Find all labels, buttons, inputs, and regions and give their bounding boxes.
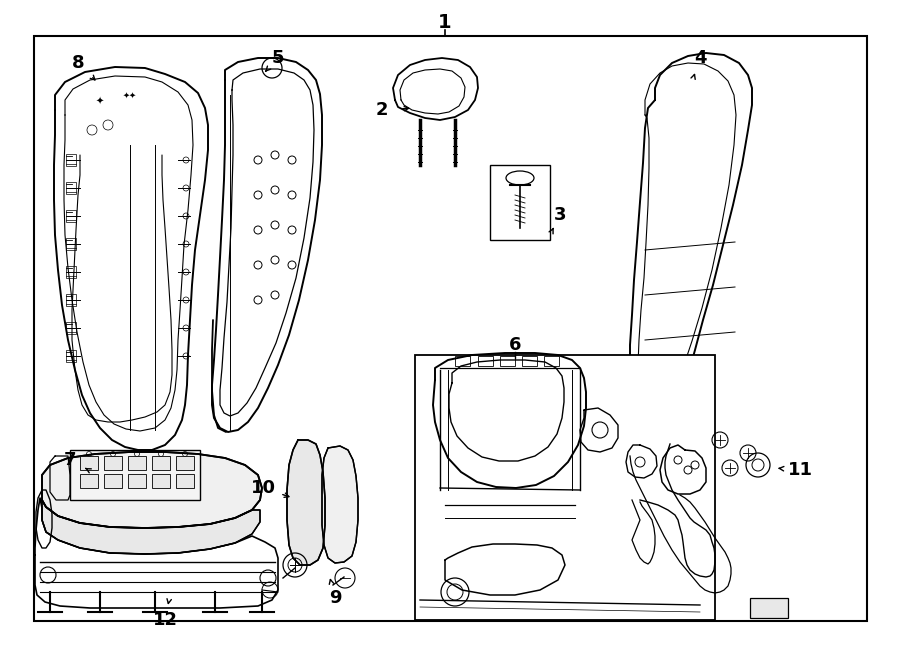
Bar [128,474,146,488]
Polygon shape [287,440,325,565]
Bar [544,356,559,366]
Text: 1: 1 [438,13,452,32]
Text: 7: 7 [64,451,76,469]
Text: 6: 6 [508,336,521,354]
Bar [66,238,76,250]
Text: ✦: ✦ [96,97,104,107]
Polygon shape [42,500,260,554]
Bar [66,210,76,222]
Bar [66,266,76,278]
Bar [500,356,515,366]
Bar [176,456,194,470]
Bar [522,356,537,366]
Text: 4: 4 [694,49,706,67]
Text: 3: 3 [554,206,566,224]
Bar [478,356,493,366]
Bar [750,598,788,618]
Text: 12: 12 [152,611,177,629]
Text: 10: 10 [250,479,275,497]
Bar [415,355,715,620]
Text: ✦✦: ✦✦ [123,91,137,100]
Bar [66,154,76,166]
Bar [490,165,550,240]
Bar [70,450,200,500]
Bar [34,36,867,621]
Bar [176,474,194,488]
Bar [152,474,170,488]
Bar [128,456,146,470]
Bar [66,350,76,362]
Polygon shape [322,446,358,563]
Bar [152,456,170,470]
Bar [455,356,470,366]
Bar [66,294,76,306]
Bar [80,456,98,470]
Text: 11: 11 [788,461,813,479]
Text: 9: 9 [328,589,341,607]
Bar [66,322,76,334]
Bar [104,474,122,488]
Bar [66,182,76,194]
Bar [80,474,98,488]
Text: 5: 5 [272,49,284,67]
Text: 8: 8 [72,54,85,72]
Polygon shape [42,452,262,528]
Bar [104,456,122,470]
Text: 2: 2 [376,101,388,119]
